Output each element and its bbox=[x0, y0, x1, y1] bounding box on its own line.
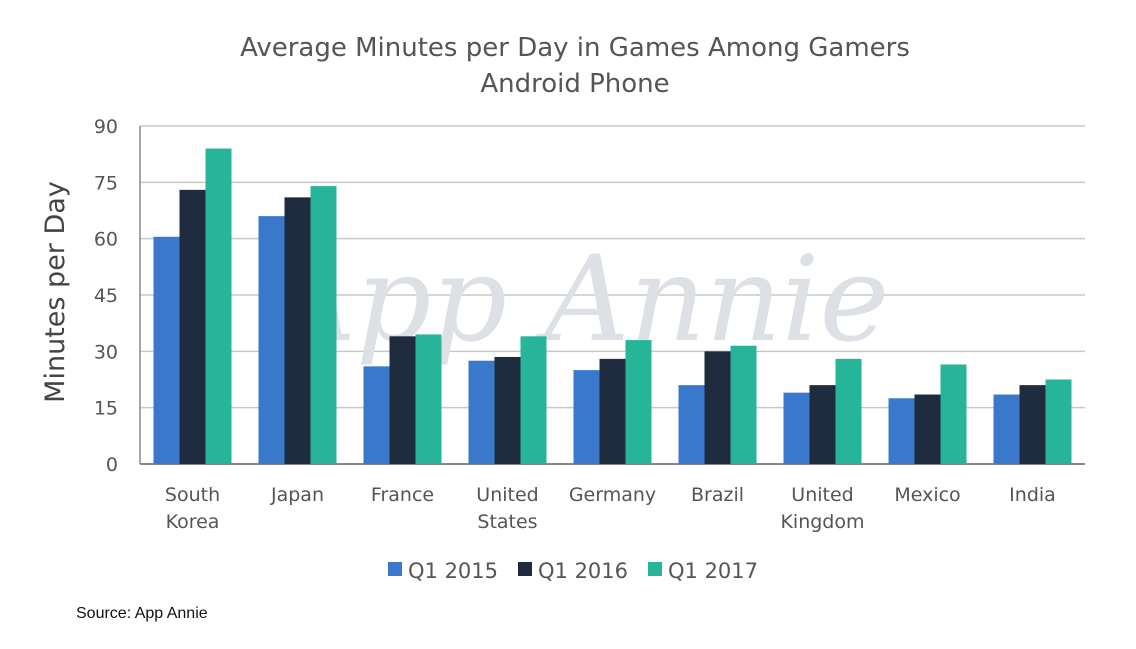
bar bbox=[363, 366, 390, 464]
source-note: Source: App Annie bbox=[76, 605, 208, 622]
legend-label: Q1 2015 bbox=[408, 559, 498, 583]
y-tick-label: 45 bbox=[94, 285, 118, 307]
x-tick-labels: South Korea Japan France United States Germany… bbox=[165, 484, 1056, 533]
bar bbox=[704, 351, 731, 464]
bar bbox=[914, 394, 941, 464]
bar bbox=[179, 189, 206, 464]
bar bbox=[494, 356, 521, 464]
bar bbox=[1045, 379, 1072, 464]
bars bbox=[153, 148, 1072, 465]
y-tick-label: 30 bbox=[94, 341, 118, 363]
x-tick-label: Mexico bbox=[894, 484, 960, 506]
bar bbox=[1019, 385, 1046, 464]
x-tick-label: United bbox=[476, 484, 538, 506]
x-tick-label: Brazil bbox=[691, 484, 744, 506]
legend-label: Q1 2017 bbox=[668, 559, 758, 583]
legend-swatch bbox=[648, 562, 662, 576]
bar bbox=[809, 385, 836, 464]
x-tick-label: Germany bbox=[569, 484, 656, 506]
bar bbox=[888, 398, 915, 464]
bar bbox=[835, 358, 862, 464]
bar bbox=[284, 197, 311, 464]
bar bbox=[468, 360, 495, 464]
legend-label: Q1 2016 bbox=[538, 559, 628, 583]
x-tick-label: India bbox=[1009, 484, 1056, 506]
legend: Q1 2015 Q1 2016 Q1 2017 bbox=[388, 559, 758, 583]
legend-swatch bbox=[388, 562, 402, 576]
y-tick-label: 15 bbox=[94, 398, 118, 420]
x-tick-label: Japan bbox=[270, 484, 324, 506]
y-tick-label: 90 bbox=[94, 116, 118, 138]
x-tick-label: Korea bbox=[166, 511, 220, 533]
x-tick-label: United bbox=[791, 484, 853, 506]
bar bbox=[153, 236, 180, 464]
bar bbox=[625, 340, 652, 464]
bar bbox=[730, 345, 757, 464]
bar bbox=[258, 216, 285, 464]
bar bbox=[993, 394, 1020, 464]
bar bbox=[205, 148, 232, 465]
chart-subtitle: Android Phone bbox=[480, 69, 669, 99]
chart-title: Average Minutes per Day in Games Among G… bbox=[240, 33, 910, 63]
x-tick-label: Kingdom bbox=[780, 511, 864, 533]
bar bbox=[573, 370, 600, 464]
bar bbox=[783, 392, 810, 464]
y-axis-label: Minutes per Day bbox=[40, 181, 71, 403]
y-tick-label: 75 bbox=[94, 172, 118, 194]
y-tick-label: 0 bbox=[106, 454, 118, 476]
x-tick-label: France bbox=[371, 484, 434, 506]
watermark: App Annie bbox=[262, 230, 890, 368]
bar bbox=[940, 364, 967, 464]
bar bbox=[678, 385, 705, 464]
y-tick-labels: 0 15 30 45 60 75 90 bbox=[94, 116, 118, 476]
x-tick-label: States bbox=[477, 511, 537, 533]
bar bbox=[389, 336, 416, 464]
bar bbox=[599, 358, 626, 464]
x-tick-label: South bbox=[165, 484, 220, 506]
y-tick-label: 60 bbox=[94, 229, 118, 251]
bar bbox=[310, 186, 337, 465]
bar bbox=[415, 334, 442, 464]
bar bbox=[520, 336, 547, 464]
legend-swatch bbox=[518, 562, 532, 576]
